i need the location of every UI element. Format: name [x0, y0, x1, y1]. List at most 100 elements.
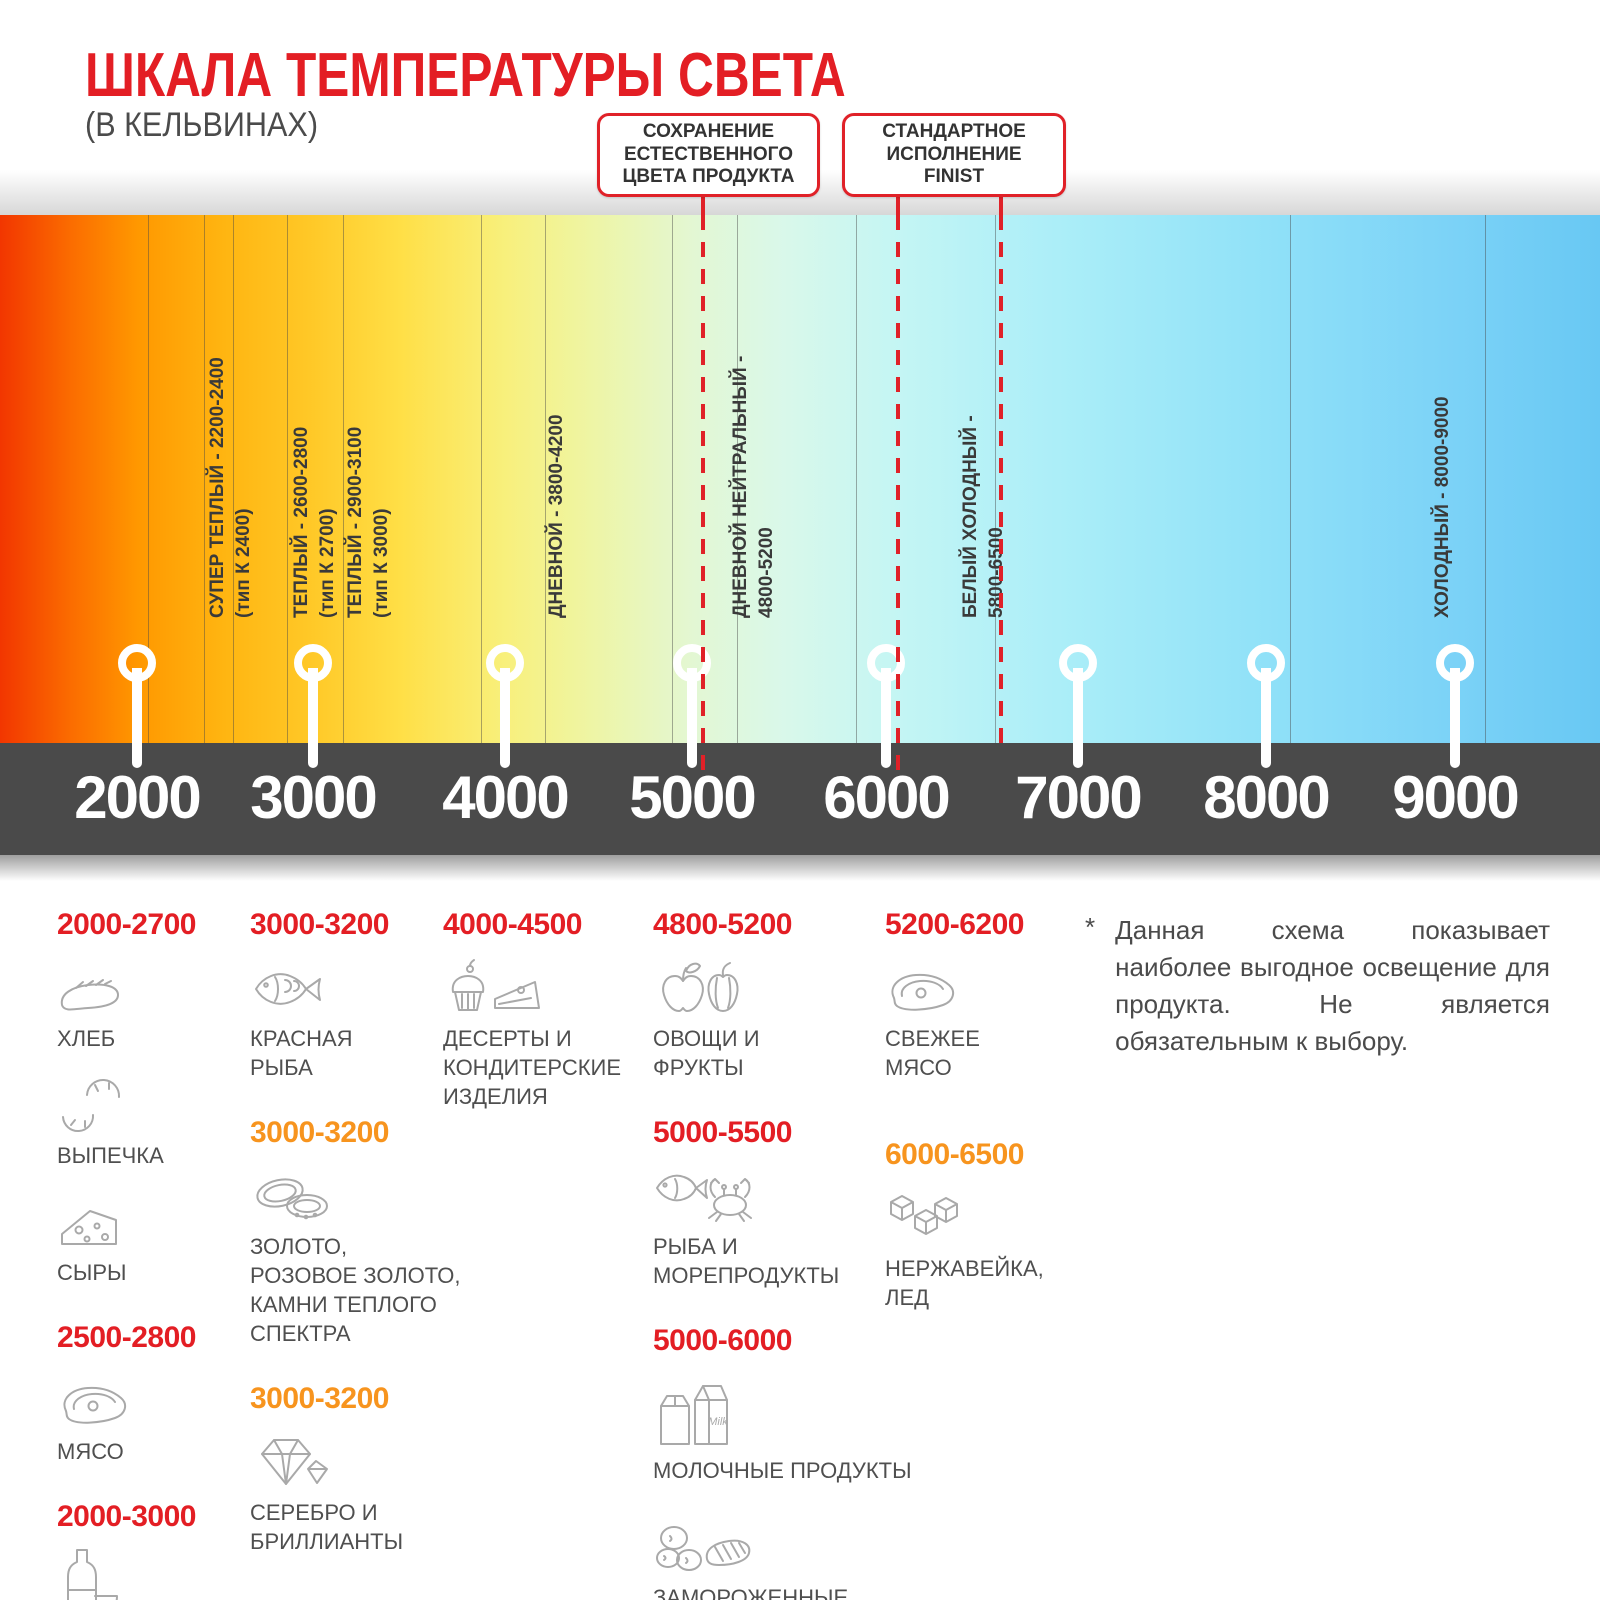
- item-label: ЗОЛОТО, РОЗОВОЕ ЗОЛОТО, КАМНИ ТЕПЛОГО СП…: [250, 1234, 461, 1346]
- list-item: НЕРЖАВЕЙКА, ЛЕД: [885, 1182, 1100, 1312]
- category-column-2: 3000-3200 КРАСНАЯ РЫБА 3000-3200: [250, 908, 475, 1590]
- list-item: ВЫПЕЧКА: [57, 1069, 247, 1170]
- dashed-guide-6000: [896, 215, 900, 771]
- range-heading: 3000-3200: [250, 1116, 389, 1149]
- scale-divider: [995, 215, 996, 743]
- item-label: ВЫПЕЧКА: [57, 1143, 164, 1168]
- list-item: РЫБА И МОРЕПРОДУКТЫ: [653, 1160, 963, 1290]
- item-label: СЫРЫ: [57, 1260, 127, 1285]
- range-heading: 4000-4500: [443, 908, 582, 941]
- axis-tick-9000: 9000: [1392, 764, 1519, 831]
- category-column-1: 2000-2700 ХЛЕБ: [57, 908, 247, 1600]
- item-label: МОЛОЧНЫЕ ПРОДУКТЫ: [653, 1458, 912, 1483]
- range-heading: 5000-6000: [653, 1324, 792, 1357]
- zone-label-cold-white: БЕЛЫЙ ХОЛОДНЫЙ -5800-6500: [960, 415, 1007, 618]
- rings-icon: [250, 1160, 475, 1224]
- zone-label-warm-3000: ТЕПЛЫЙ - 2900-3100 (тип К 3000): [345, 426, 392, 618]
- item-label: РЫБА И МОРЕПРОДУКТЫ: [653, 1234, 840, 1288]
- list-item: ЗОЛОТО, РОЗОВОЕ ЗОЛОТО, КАМНИ ТЕПЛОГО СП…: [250, 1160, 475, 1348]
- footnote-text: Данная схема показывает наиболее выгодно…: [1115, 915, 1550, 1056]
- scale-divider: [343, 215, 344, 743]
- footnote-asterisk: *: [1085, 912, 1096, 942]
- list-item: Milk МОЛОЧНЫЕ ПРОДУКТЫ: [653, 1368, 963, 1485]
- item-label: СЕРЕБРО И БРИЛЛИАНТЫ: [250, 1500, 404, 1554]
- range-heading: 2000-3000: [57, 1500, 196, 1533]
- zone-label-daylight: ДНЕВНОЙ - 3800-4200: [546, 414, 567, 618]
- callout-pointer: [896, 192, 900, 218]
- list-item: ДЕСЕРТЫ И КОНДИТЕРСКИЕ ИЗДЕЛИЯ: [443, 952, 658, 1111]
- range-heading: 3000-3200: [250, 908, 389, 941]
- item-label: МЯСО: [57, 1439, 124, 1464]
- scale-divider: [148, 215, 149, 743]
- scale-divider: [1485, 215, 1486, 743]
- list-item: МЯСО: [57, 1365, 247, 1466]
- list-item: ЗАМОРОЖЕННЫЕ ПОЛУФАБРИКАТЫ: [653, 1511, 963, 1600]
- page-title: ШКАЛА ТЕМПЕРАТУРЫ СВЕТА: [85, 41, 846, 110]
- category-column-5: 5200-6200 СВЕЖЕЕ МЯСО 6000-6500: [885, 908, 1100, 1346]
- item-label: КРАСНАЯ РЫБА: [250, 1026, 353, 1080]
- item-label: СВЕЖЕЕ МЯСО: [885, 1026, 980, 1080]
- scale-divider: [737, 215, 738, 743]
- list-item: СЫРЫ: [57, 1186, 247, 1287]
- zone-label-daylight-neutral: ДНЕВНОЙ НЕЙТРАЛЬНЫЙ -4800-5200: [730, 355, 777, 618]
- scale-divider: [287, 215, 288, 743]
- zone-label-cold: ХОЛОДНЫЙ - 8000-9000: [1432, 396, 1453, 618]
- axis-tick-2000: 2000: [74, 764, 201, 831]
- page-subtitle: (В КЕЛЬВИНАХ): [85, 106, 319, 144]
- list-item: СВЕЖЕЕ МЯСО: [885, 952, 1100, 1082]
- footnote: * Данная схема показывает наиболее выгод…: [1085, 912, 1550, 1060]
- seafood-icon: [653, 1160, 963, 1224]
- axis-bottom-shadow: [0, 855, 1600, 881]
- meat-icon: [885, 952, 1100, 1016]
- dessert-icon: [443, 952, 658, 1016]
- range-heading: 5200-6200: [885, 908, 1024, 941]
- fish-icon: [250, 952, 475, 1016]
- scale-divider: [545, 215, 546, 743]
- item-label: ОВОЩИ И ФРУКТЫ: [653, 1026, 760, 1080]
- axis-tick-8000: 8000: [1203, 764, 1330, 831]
- milk-icon: Milk: [653, 1368, 963, 1448]
- callout-pointer: [999, 192, 1003, 218]
- svg-text:Milk: Milk: [708, 1416, 728, 1428]
- range-heading: 2000-2700: [57, 908, 196, 941]
- list-item: ОВОЩИ И ФРУКТЫ: [653, 952, 963, 1082]
- scale-divider: [481, 215, 482, 743]
- ice-icon: [885, 1182, 1100, 1246]
- cheese-icon: [57, 1186, 247, 1250]
- range-heading: 2500-2800: [57, 1321, 196, 1354]
- range-heading: 3000-3200: [250, 1382, 389, 1415]
- alcohol-icon: [57, 1544, 247, 1600]
- scale-divider: [672, 215, 673, 743]
- list-item: СЕРЕБРО И БРИЛЛИАНТЫ: [250, 1426, 475, 1556]
- kelvin-axis-bar: 2000 3000 4000 5000 6000 7000 8000 9000: [0, 743, 1600, 855]
- scale-divider: [1290, 215, 1291, 743]
- item-label: НЕРЖАВЕЙКА, ЛЕД: [885, 1256, 1044, 1310]
- item-label: ХЛЕБ: [57, 1026, 116, 1051]
- vegetables-icon: [653, 952, 963, 1016]
- scale-divider: [233, 215, 234, 743]
- axis-tick-5000: 5000: [629, 764, 756, 831]
- callout-finist-standard: СТАНДАРТНОЕ ИСПОЛНЕНИЕ FINIST: [842, 113, 1066, 197]
- list-item: АКОГОЛЬ: [57, 1544, 247, 1600]
- category-column-4: 4800-5200 ОВОЩИ И ФРУКТЫ 5000-5500: [653, 908, 963, 1600]
- axis-tick-3000: 3000: [250, 764, 377, 831]
- temperature-gradient-bar: [0, 215, 1600, 743]
- dashed-guide-6500: [999, 215, 1003, 743]
- category-column-3: 4000-4500 ДЕСЕРТЫ И КОНДИТЕРСКИЕ ИЗДЕЛИЯ: [443, 908, 658, 1145]
- scale-divider: [204, 215, 205, 743]
- range-heading: 5000-5500: [653, 1116, 792, 1149]
- scale-divider: [856, 215, 857, 743]
- frozen-food-icon: [653, 1511, 963, 1575]
- range-heading: 4800-5200: [653, 908, 792, 941]
- axis-tick-6000: 6000: [823, 764, 950, 831]
- item-label: ДЕСЕРТЫ И КОНДИТЕРСКИЕ ИЗДЕЛИЯ: [443, 1026, 622, 1109]
- croissant-icon: [57, 1069, 247, 1133]
- list-item: КРАСНАЯ РЫБА: [250, 952, 475, 1082]
- meat-icon: [57, 1365, 247, 1429]
- dashed-guide-5000: [701, 215, 705, 771]
- bread-icon: [57, 952, 247, 1016]
- callout-natural-color: СОХРАНЕНИЕ ЕСТЕСТВЕННОГО ЦВЕТА ПРОДУКТА: [597, 113, 820, 197]
- axis-tick-7000: 7000: [1015, 764, 1142, 831]
- callout-pointer: [701, 192, 705, 218]
